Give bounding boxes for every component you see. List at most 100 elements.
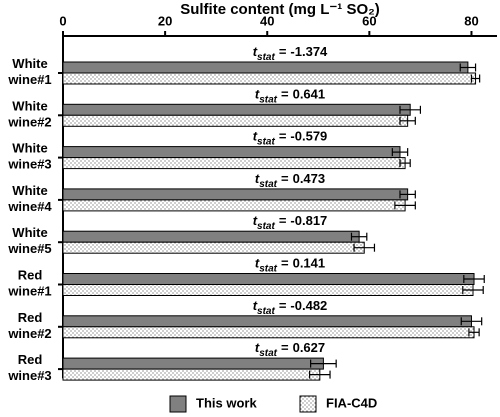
y-tick-label-line: White — [12, 141, 47, 156]
bar — [62, 230, 360, 243]
annotation-value: 0.627 — [293, 341, 326, 356]
error-bar — [309, 370, 331, 379]
error-bar — [462, 286, 484, 294]
annotation-symbol: t — [255, 256, 260, 271]
x-tick-label: 40 — [260, 13, 274, 28]
bar — [62, 188, 409, 201]
annotation-subscript: stat — [259, 94, 277, 105]
bar — [62, 103, 411, 116]
annotation-symbol: t — [253, 44, 258, 59]
annotation-symbol: t — [255, 171, 260, 186]
y-tick-label-line: White — [12, 183, 47, 198]
y-tick-label-line: White — [12, 56, 47, 71]
annotation-subscript: stat — [257, 136, 275, 147]
annotation-value: 0.141 — [293, 256, 326, 271]
error-bar — [399, 116, 416, 125]
y-tick-label: White wine#3 — [7, 141, 51, 172]
bar — [62, 315, 472, 328]
y-tick-label-line: Red — [18, 268, 43, 283]
error-bar — [460, 317, 483, 326]
annotation-subscript: stat — [259, 179, 277, 190]
x-tick-label: 0 — [59, 13, 66, 28]
annotation-value: -1.374 — [290, 44, 328, 59]
annotation: tstat = -0.817 — [253, 214, 328, 232]
bar — [62, 146, 401, 159]
error-bar — [310, 359, 337, 368]
annotation-subscript: stat — [259, 263, 277, 274]
bar — [62, 368, 321, 381]
bar — [62, 61, 469, 74]
y-tick-label: Red wine#2 — [7, 310, 51, 341]
annotation-symbol: t — [253, 214, 258, 229]
y-tick-label-line: Red — [18, 353, 43, 368]
x-tick-label: 80 — [464, 13, 478, 28]
y-tick-label-line: White — [12, 226, 47, 241]
bar — [62, 114, 409, 127]
bar — [62, 199, 406, 212]
error-bar — [399, 159, 411, 168]
annotation: tstat = -0.482 — [253, 298, 328, 316]
annotation-value: 0.641 — [293, 87, 326, 102]
error-bar — [459, 63, 477, 72]
y-tick-label-line: wine#3 — [7, 157, 51, 172]
annotation-symbol: t — [253, 129, 258, 144]
annotation-operator: = — [281, 256, 289, 271]
y-tick-label: White wine#5 — [7, 226, 51, 257]
annotation-operator: = — [279, 44, 287, 59]
bar — [62, 326, 475, 339]
bar — [62, 273, 475, 285]
annotation-symbol: t — [253, 298, 258, 313]
annotation-operator: = — [279, 214, 287, 229]
annotation-symbol: t — [255, 341, 260, 356]
annotation-value: -0.482 — [290, 298, 327, 313]
error-bar — [350, 232, 368, 241]
y-tick-label: White wine#2 — [7, 99, 51, 130]
annotation-symbol: t — [255, 87, 260, 102]
legend-label: This work — [196, 395, 257, 410]
annotation-operator: = — [279, 298, 287, 313]
annotation: tstat = -0.579 — [253, 129, 328, 147]
annotation: tstat = 0.473 — [255, 171, 325, 189]
bar — [62, 72, 477, 85]
x-tick-label: 20 — [158, 13, 172, 28]
error-bar — [391, 148, 409, 157]
error-bar — [470, 74, 481, 83]
error-bar — [463, 275, 485, 283]
bar — [62, 241, 365, 254]
annotation-value: -0.817 — [290, 214, 327, 229]
annotation-subscript: stat — [257, 52, 275, 63]
y-tick-label-line: wine#1 — [7, 284, 51, 299]
y-tick-label: Red wine#1 — [7, 268, 51, 299]
y-tick-label-line: wine#2 — [7, 115, 51, 130]
y-tick-label-line: wine#1 — [7, 72, 51, 87]
error-bar — [399, 190, 416, 199]
legend-swatch — [169, 395, 187, 413]
y-tick-label-line: White — [12, 99, 47, 114]
legend-label: FIA-C4D — [326, 395, 377, 410]
annotation-subscript: stat — [259, 348, 277, 359]
y-tick-label: White wine#4 — [7, 183, 52, 214]
annotation-subscript: stat — [257, 305, 275, 316]
bar — [62, 157, 406, 170]
annotation-operator: = — [281, 341, 289, 356]
annotation-operator: = — [281, 171, 289, 186]
error-bar — [399, 105, 422, 114]
bar — [62, 357, 324, 370]
annotation: tstat = 0.641 — [255, 87, 325, 105]
annotation-value: 0.473 — [293, 171, 326, 186]
annotation: tstat = 0.627 — [255, 341, 325, 359]
bar — [62, 284, 474, 296]
error-bar — [353, 243, 376, 252]
y-tick-label: White wine#1 — [7, 56, 51, 87]
x-tick-label: 60 — [362, 13, 376, 28]
y-tick-label-line: wine#4 — [7, 199, 52, 214]
y-tick-label-line: wine#5 — [7, 242, 51, 257]
annotation-operator: = — [281, 87, 289, 102]
error-bar — [468, 328, 480, 337]
error-bar — [394, 201, 416, 210]
annotation-value: -0.579 — [290, 129, 327, 144]
annotation: tstat = -1.374 — [253, 44, 328, 62]
y-tick-label: Red wine#3 — [7, 353, 51, 384]
y-tick-label-line: wine#3 — [7, 369, 51, 384]
